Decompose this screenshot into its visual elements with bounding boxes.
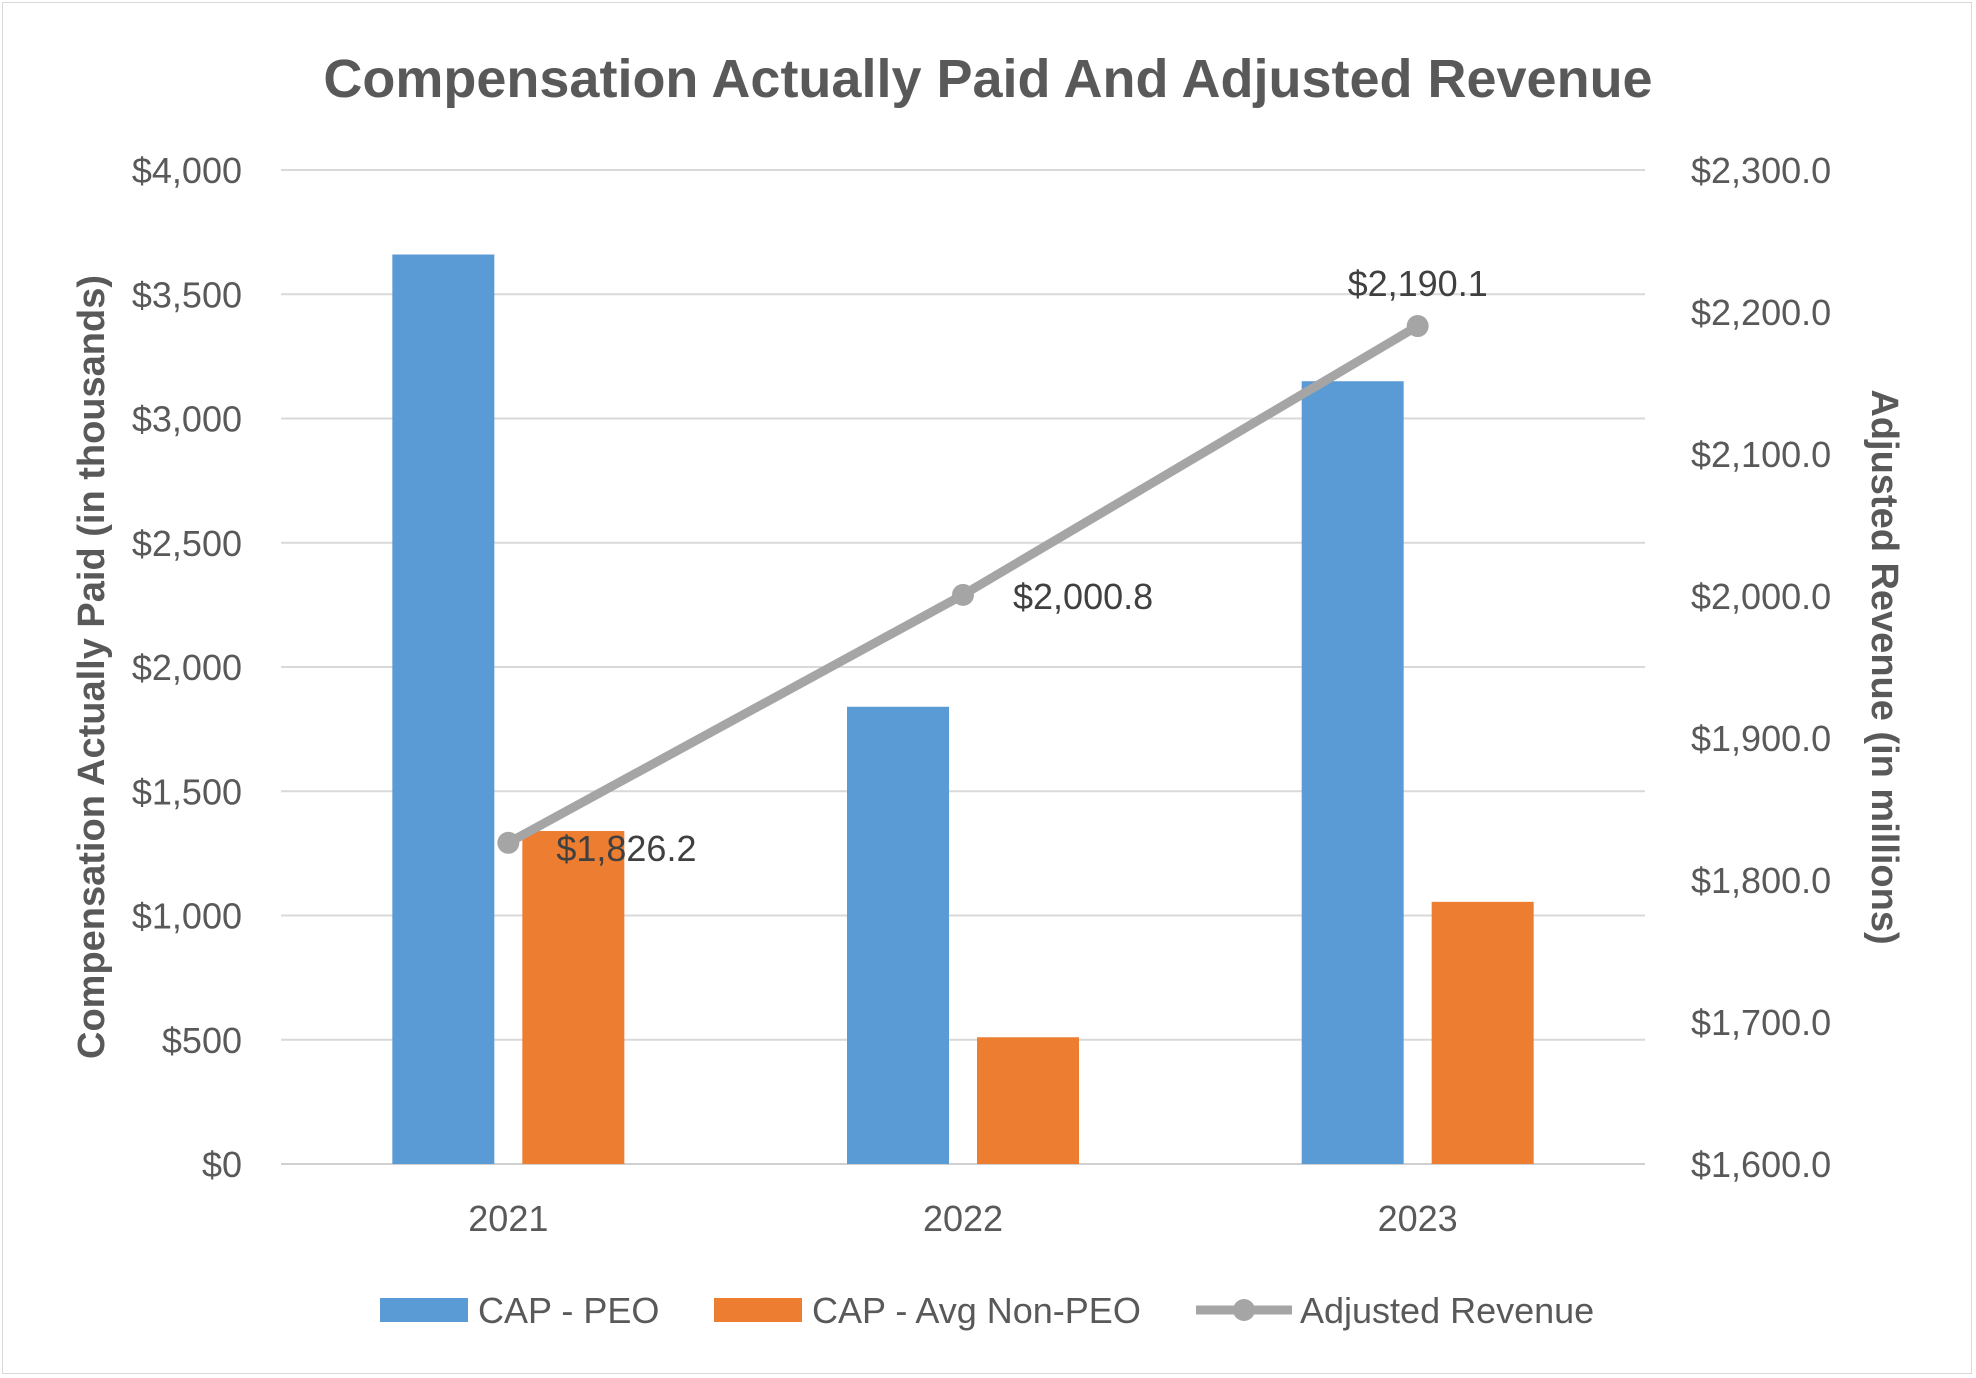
- left-tick-label: $500: [162, 1020, 242, 1061]
- right-tick-label: $1,700.0: [1691, 1002, 1831, 1043]
- bar-cap-peo: [847, 706, 949, 1164]
- x-axis-ticks: 2021 2022 2023: [468, 1198, 1457, 1239]
- revenue-data-label: $1,826.2: [556, 828, 696, 869]
- right-tick-label: $2,100.0: [1691, 434, 1831, 475]
- left-tick-label: $1,000: [132, 896, 242, 937]
- bar-cap-peo: [392, 254, 495, 1165]
- x-tick-label: 2023: [1378, 1198, 1458, 1239]
- left-tick-label: $4,000: [132, 150, 242, 191]
- right-tick-label: $2,000.0: [1691, 576, 1831, 617]
- left-tick-label: $2,500: [132, 523, 242, 564]
- legend-label: CAP - Avg Non-PEO: [812, 1290, 1141, 1331]
- gridlines: [281, 169, 1645, 1165]
- bar-cap-avg-non-peo: [1431, 901, 1534, 1164]
- right-tick-label: $2,200.0: [1691, 292, 1831, 333]
- bar-cap-avg-non-peo: [522, 831, 625, 1164]
- x-tick-label: 2022: [923, 1198, 1003, 1239]
- right-axis-ticks: $1,600.0 $1,700.0 $1,800.0 $1,900.0 $2,000.0…: [1691, 150, 1831, 1185]
- bars: [392, 254, 1534, 1165]
- legend-label: CAP - PEO: [478, 1290, 659, 1331]
- legend-swatch: [380, 1298, 468, 1322]
- right-tick-label: $1,900.0: [1691, 718, 1831, 759]
- left-tick-label: $0: [202, 1144, 242, 1185]
- revenue-data-label: $2,190.1: [1348, 263, 1488, 304]
- right-tick-label: $2,300.0: [1691, 150, 1831, 191]
- revenue-point: [1406, 315, 1429, 338]
- left-tick-label: $3,500: [132, 274, 242, 315]
- revenue-line: $1,826.2 $2,000.8 $2,190.1: [497, 263, 1488, 869]
- legend-marker: [1233, 1299, 1255, 1321]
- bar-cap-peo: [1301, 381, 1404, 1165]
- right-tick-label: $1,600.0: [1691, 1144, 1831, 1185]
- revenue-point: [497, 831, 520, 854]
- revenue-data-label: $2,000.8: [1013, 576, 1153, 617]
- x-tick-label: 2021: [468, 1198, 548, 1239]
- left-tick-label: $2,000: [132, 647, 242, 688]
- left-tick-label: $3,000: [132, 399, 242, 440]
- legend-label: Adjusted Revenue: [1300, 1290, 1594, 1331]
- left-tick-label: $1,500: [132, 771, 242, 812]
- legend-swatch: [714, 1298, 802, 1322]
- left-axis-ticks: $0 $500 $1,000 $1,500 $2,000 $2,500 $3,000 $3,5…: [132, 150, 242, 1185]
- bar-cap-avg-non-peo: [977, 1037, 1079, 1164]
- right-tick-label: $1,800.0: [1691, 860, 1831, 901]
- revenue-point: [952, 583, 974, 606]
- legend: CAP - PEO CAP - Avg Non-PEO Adjusted Reven…: [380, 1290, 1594, 1331]
- chart-title: Compensation Actually Paid And Adjusted …: [323, 49, 1652, 109]
- right-axis-title: Adjusted Revenue (in millions): [1863, 389, 1905, 944]
- left-axis-title: Compensation Actually Paid (in thousands…: [71, 275, 113, 1059]
